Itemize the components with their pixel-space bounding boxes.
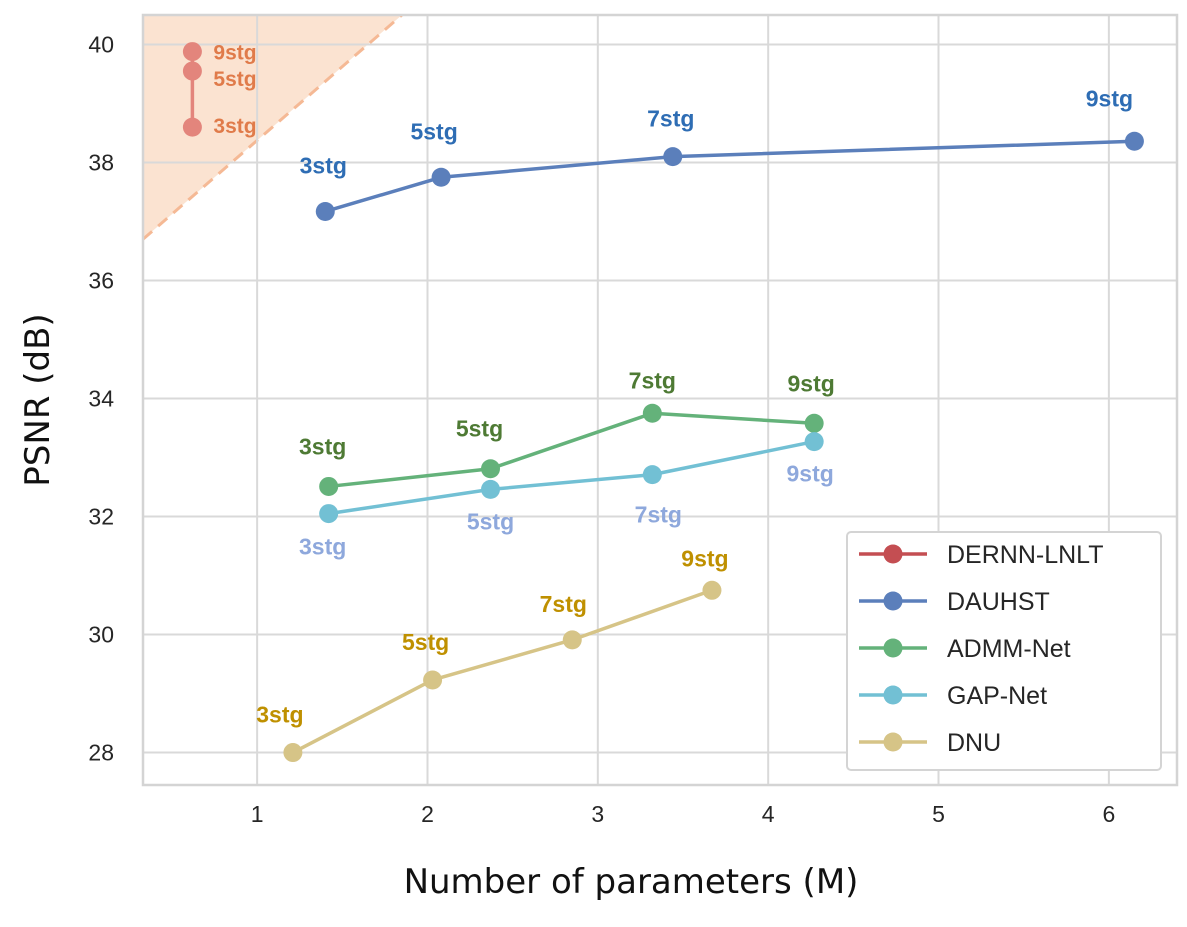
y-axis-title: PSNR (dB) — [18, 313, 58, 486]
data-point — [431, 167, 451, 187]
plot-frame — [141, 13, 1179, 787]
point-label: 9stg — [1086, 85, 1133, 111]
x-tick-label: 1 — [251, 801, 264, 827]
series-line — [292, 588, 713, 755]
data-point — [1124, 131, 1144, 151]
plot-frame-layer — [141, 13, 1179, 787]
legend-entry: DAUHST — [859, 588, 1050, 616]
x-axis-title: Number of parameters (M) — [404, 862, 859, 902]
legend-entry: DERNN-LNLT — [859, 541, 1104, 569]
series-layer — [182, 42, 1144, 763]
shaded-region-layer — [142, 13, 403, 241]
point-labels-layer: 3stg 5stg 9stg 3stg 5stg 7stg 9stg 3stg 5stg 7stg… — [213, 42, 1133, 728]
data-point — [804, 432, 824, 452]
x-tick-label: 5 — [932, 801, 945, 827]
point-label: 5stg — [402, 629, 449, 655]
data-point — [182, 61, 202, 81]
legend-entry: ADMM-Net — [859, 635, 1071, 663]
data-point — [562, 630, 582, 650]
data-point — [319, 504, 339, 524]
legend-marker — [883, 638, 903, 658]
point-label: 7stg — [540, 591, 587, 617]
data-point — [319, 476, 339, 496]
data-point — [283, 743, 303, 763]
series-dnu — [283, 580, 722, 763]
point-label: 5stg — [456, 416, 503, 442]
point-label: 3stg — [256, 702, 303, 728]
series-gap-net — [319, 432, 824, 524]
legend-marker — [883, 591, 903, 611]
shaded-region — [143, 15, 402, 240]
point-label: 3stg — [299, 433, 346, 459]
data-point — [182, 117, 202, 137]
legend-label: GAP-Net — [947, 682, 1047, 710]
data-point — [423, 670, 443, 690]
legend-label: DERNN-LNLT — [947, 541, 1104, 569]
data-point — [702, 580, 722, 600]
data-point — [481, 459, 501, 479]
data-point — [804, 413, 824, 433]
legend-label: DNU — [947, 729, 1001, 757]
series-line — [328, 411, 815, 489]
legend-label: DAUHST — [947, 588, 1050, 616]
point-label: 9stg — [788, 370, 835, 396]
y-tick-label: 36 — [88, 268, 114, 294]
x-tick-label: 6 — [1102, 801, 1115, 827]
series-admm-net — [319, 403, 824, 496]
legend-layer: DERNN-LNLT DAUHST ADMM-Net GAP-Net DNU — [846, 531, 1162, 771]
legend-entry: GAP-Net — [859, 682, 1047, 710]
series-line — [328, 439, 815, 516]
point-label: 7stg — [629, 367, 676, 393]
legend-entry: DNU — [859, 729, 1001, 757]
point-label: 3stg — [213, 115, 256, 138]
y-tick-label: 30 — [88, 622, 114, 648]
point-label: 5stg — [467, 508, 514, 534]
y-tick-label: 38 — [88, 150, 114, 176]
grid-layer — [143, 15, 1177, 785]
point-label: 7stg — [647, 106, 694, 132]
shaded-region-boundary — [142, 13, 403, 241]
point-label: 5stg — [213, 68, 256, 91]
data-point — [315, 201, 335, 221]
legend-marker — [883, 685, 903, 705]
y-tick-label: 32 — [88, 504, 114, 530]
series-line — [324, 139, 1135, 214]
point-label: 3stg — [299, 534, 346, 560]
point-label: 9stg — [213, 42, 256, 65]
series-dernn-lnlt — [182, 42, 202, 137]
point-label: 9stg — [681, 545, 728, 571]
data-point — [642, 403, 662, 423]
data-point — [182, 42, 202, 62]
legend-box — [846, 531, 1162, 771]
point-label: 3stg — [300, 152, 347, 178]
series-dauhst — [315, 131, 1144, 221]
x-tick-label: 4 — [762, 801, 775, 827]
data-point — [663, 147, 683, 167]
legend-marker — [883, 544, 903, 564]
point-label: 9stg — [787, 461, 834, 487]
data-point — [481, 479, 501, 499]
point-label: 5stg — [410, 118, 457, 144]
point-label: 7stg — [635, 502, 682, 528]
y-tick-label: 40 — [88, 32, 114, 58]
legend-label: ADMM-Net — [947, 635, 1071, 663]
x-tick-label: 2 — [421, 801, 434, 827]
x-tick-label: 3 — [591, 801, 604, 827]
data-point — [642, 465, 662, 485]
legend-marker — [883, 732, 903, 752]
y-tick-label: 34 — [88, 386, 114, 412]
y-tick-label: 28 — [88, 740, 114, 766]
